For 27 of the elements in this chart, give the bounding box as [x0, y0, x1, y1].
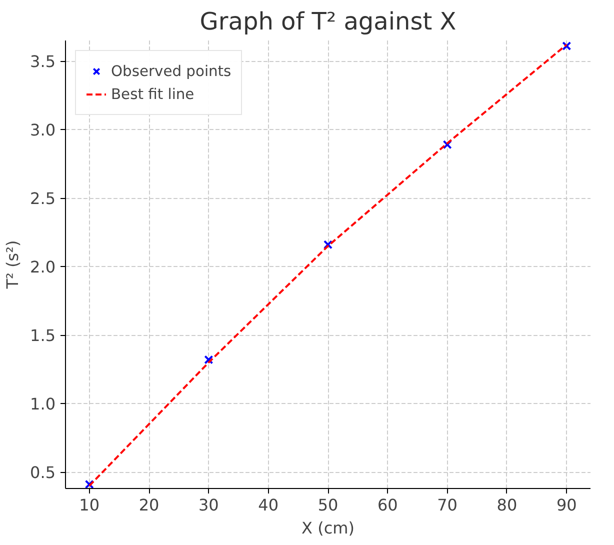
x-tick-label: 60: [377, 496, 398, 514]
y-tick-label: 1.5: [30, 326, 56, 346]
legend-label: Best fit line: [111, 86, 194, 102]
legend-label: Observed points: [111, 62, 232, 80]
x-axis-title: X (cm): [302, 518, 354, 538]
x-tick-label: 80: [496, 496, 518, 514]
y-tick-label: 0.5: [30, 463, 56, 482]
point: [84, 480, 94, 488]
point: [442, 140, 452, 150]
x-tick-label: 20: [138, 496, 160, 514]
chart-title: Graph of T² against X: [200, 8, 456, 36]
point: [323, 240, 333, 250]
y-axis-title: T² (s²): [3, 240, 22, 290]
x-tick-label: 40: [258, 496, 279, 514]
point: [204, 355, 214, 364]
y-tick-label: 3.5: [30, 52, 56, 72]
x-tick-label: 70: [437, 496, 458, 514]
point: [562, 41, 572, 51]
x-tick-label: 10: [79, 496, 100, 514]
line-series: [88, 44, 568, 487]
x-tick-label: 50: [318, 496, 338, 514]
y-tick-label: 2.5: [30, 189, 56, 208]
x-tick-label: 90: [556, 496, 577, 514]
y-tick-label: 2.0: [30, 258, 56, 277]
x-tick-label: 30: [198, 496, 219, 514]
y-tick-label: 1.0: [30, 394, 56, 414]
y-tick-label: 3.0: [30, 120, 56, 140]
